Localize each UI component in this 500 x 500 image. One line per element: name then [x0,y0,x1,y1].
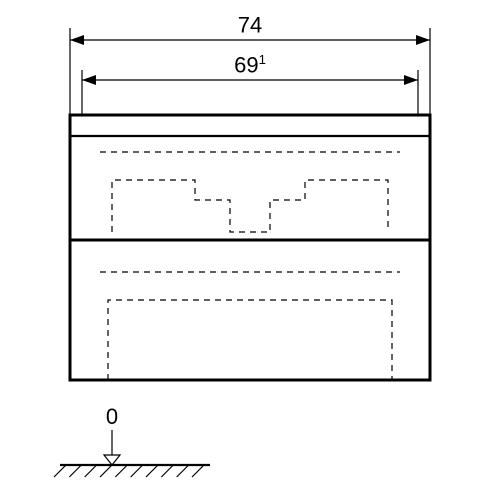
technical-drawing: 74 691 0 [0,0,500,500]
outer-width-value: 74 [238,12,262,37]
outer-width-label: 74 [238,12,262,38]
datum-zero-value: 0 [106,404,118,429]
inner-width-value: 69 [234,52,258,77]
datum-zero-label: 0 [106,404,118,430]
inner-width-sup: 1 [259,52,266,67]
inner-width-label: 691 [234,52,266,78]
